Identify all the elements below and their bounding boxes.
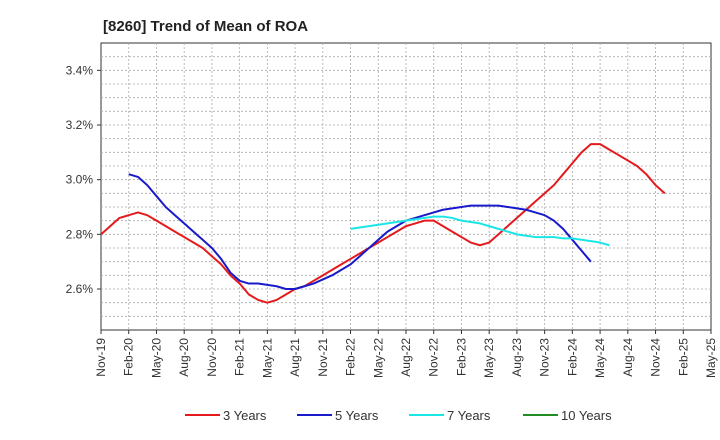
y-axis: 2.6% 2.8% 3.0% 3.2% 3.4%	[66, 63, 101, 296]
plot-frame	[100, 42, 712, 331]
legend-label: 10 Years	[561, 408, 612, 423]
x-tick-label: Nov-24	[649, 338, 663, 377]
legend-label: 7 Years	[447, 408, 491, 423]
legend: 3 Years 5 Years 7 Years 10 Years	[185, 408, 612, 423]
x-tick-label: Nov-19	[94, 338, 108, 377]
x-tick-label: Aug-21	[288, 338, 302, 377]
y-tick-label: 2.6%	[66, 282, 94, 296]
x-tick-label: May-23	[482, 338, 496, 378]
series-line-1	[128, 173, 592, 290]
x-tick-label: Feb-24	[565, 338, 579, 376]
x-tick-label: Feb-25	[676, 338, 690, 376]
x-tick-label: May-20	[149, 338, 163, 378]
x-tick-label: May-21	[260, 338, 274, 378]
x-tick-label: May-25	[704, 338, 718, 378]
y-tick-label: 2.8%	[66, 227, 94, 241]
x-tick-label: Aug-23	[510, 338, 524, 377]
x-tick-label: May-24	[593, 338, 607, 378]
x-axis: Nov-19 Feb-20 May-20 Aug-20 Nov-20 Feb-21 May-…	[94, 330, 718, 378]
y-tick-label: 3.2%	[66, 118, 94, 132]
x-tick-label: Feb-21	[233, 338, 247, 376]
series-line-2	[350, 215, 610, 247]
x-tick-label: Nov-23	[538, 338, 552, 377]
series-group	[100, 143, 666, 304]
x-tick-label: Aug-24	[621, 338, 635, 377]
x-tick-label: Feb-23	[454, 338, 468, 376]
y-tick-label: 3.0%	[66, 173, 94, 187]
legend-label: 3 Years	[223, 408, 267, 423]
chart-title: [8260] Trend of Mean of ROA	[103, 18, 308, 35]
series-line-0	[100, 143, 666, 304]
x-tick-label: Aug-20	[177, 338, 191, 377]
x-tick-label: Aug-22	[399, 338, 413, 377]
x-tick-label: Feb-20	[122, 338, 136, 376]
plot-area	[100, 42, 712, 331]
legend-label: 5 Years	[335, 408, 379, 423]
x-tick-label: Nov-22	[427, 338, 441, 377]
x-tick-label: Nov-20	[205, 338, 219, 377]
x-tick-label: Feb-22	[344, 338, 358, 376]
y-tick-label: 3.4%	[66, 63, 94, 77]
x-tick-label: May-22	[371, 338, 385, 378]
x-tick-label: Nov-21	[316, 338, 330, 377]
